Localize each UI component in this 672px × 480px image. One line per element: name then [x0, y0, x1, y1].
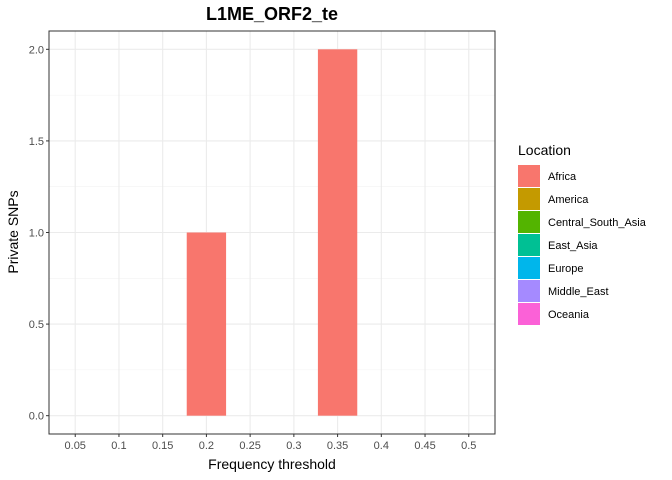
legend-swatch-east-asia: [518, 234, 540, 256]
x-tick-label: 0.05: [65, 440, 86, 452]
legend-title: Location: [518, 142, 571, 158]
chart-title: L1ME_ORF2_te: [206, 4, 338, 24]
y-tick-label: 1.0: [29, 228, 44, 240]
x-tick-label: 0.35: [327, 440, 348, 452]
legend-swatch-africa: [518, 165, 540, 187]
x-tick-label: 0.3: [286, 440, 301, 452]
grid-lines: [49, 31, 495, 434]
x-tick-label: 0.15: [152, 440, 173, 452]
x-tick-label: 0.25: [239, 440, 260, 452]
y-tick-label: 2.0: [29, 44, 44, 56]
x-tick-label: 0.1: [111, 440, 126, 452]
legend-swatch-central-south-asia: [518, 211, 540, 233]
x-tick-label: 0.5: [461, 440, 476, 452]
bars: [186, 49, 358, 416]
legend-swatch-middle-east: [518, 280, 540, 302]
legend-label: Middle_East: [548, 286, 609, 298]
legend: Location Africa America Central_South_Asia…: [518, 142, 647, 325]
x-tick-label: 0.45: [414, 440, 435, 452]
y-tick-label: 0.0: [29, 411, 44, 423]
y-tick-label: 0.5: [29, 319, 44, 331]
legend-label: East_Asia: [548, 240, 598, 252]
x-axis-title: Frequency threshold: [208, 456, 336, 472]
y-axis: 0.0 0.5 1.0 1.5 2.0: [29, 44, 49, 423]
x-tick-label: 0.2: [199, 440, 214, 452]
y-tick-label: 1.5: [29, 136, 44, 148]
bar-africa-0.2: [186, 232, 227, 416]
legend-label: Africa: [548, 171, 577, 183]
bar-africa-0.35: [317, 49, 358, 416]
x-tick-label: 0.4: [374, 440, 389, 452]
legend-label: Central_South_Asia: [548, 217, 647, 229]
legend-swatch-europe: [518, 257, 540, 279]
legend-swatch-oceania: [518, 303, 540, 325]
legend-swatch-america: [518, 188, 540, 210]
x-axis: 0.05 0.1 0.15 0.2 0.25 0.3 0.35 0.4 0.45 0.5: [65, 434, 476, 452]
legend-label: America: [548, 194, 589, 206]
y-axis-title: Private SNPs: [5, 190, 21, 273]
legend-label: Oceania: [548, 309, 590, 321]
legend-label: Europe: [548, 263, 583, 275]
